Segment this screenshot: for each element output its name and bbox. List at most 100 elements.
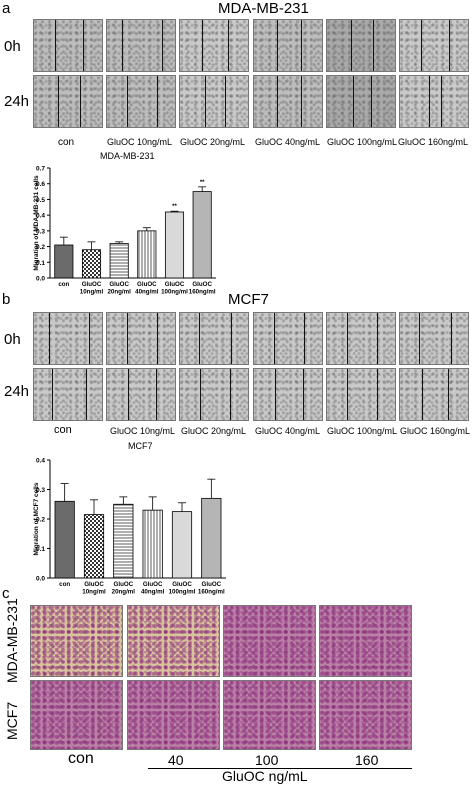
scratch-line [55, 20, 57, 71]
y-axis-label: Migration of MCF7 cells [33, 482, 40, 555]
x-tick-label: 20ng/ml [112, 589, 136, 596]
panel-a-sub-label: MDA-MB-231 [100, 151, 155, 161]
scratch-line [353, 76, 355, 127]
panel-c-axis-line [148, 768, 412, 769]
scratch-line [448, 369, 450, 420]
panel-a-image-0h-con [33, 19, 103, 72]
scratch-line [377, 369, 379, 420]
y-tick-label: 0.3 [36, 487, 45, 494]
bar [54, 244, 74, 279]
x-tick-label: GluOC [172, 581, 192, 588]
bar [164, 211, 185, 279]
panel-a-col-20: GluOC 20ng/mL [180, 137, 246, 147]
scratch-line [202, 20, 204, 71]
scratch-line [162, 20, 164, 71]
scratch-line [231, 313, 233, 364]
y-tick-label: 0.7 [36, 166, 45, 173]
panel-b-image-24h-20 [179, 368, 249, 421]
bar [113, 503, 134, 579]
panel-b-image-24h-10 [106, 368, 176, 421]
x-tick-label: 100ng/ml [169, 589, 196, 596]
x-tick-label: 160ng/ml [189, 289, 216, 296]
scratch-line [275, 369, 277, 420]
scratch-line [49, 313, 51, 364]
panel-c-image-mcf7-con [30, 680, 123, 750]
panel-a-image-0h-100 [326, 19, 396, 72]
y-tick-label: 0.2 [36, 244, 45, 251]
panel-a-col-100: GluOC 100ng/mL [327, 137, 398, 147]
scratch-line [199, 313, 201, 364]
scratch-line [451, 313, 453, 364]
panel-b-col-40: GluOC 40ng/mL [255, 426, 321, 436]
panel-a-image-24h-10 [106, 75, 176, 128]
scratch-line [230, 369, 232, 420]
panel-a-col-10: GluOC 10ng/mL [107, 137, 173, 147]
panel-b-bar-chart: 0.0 0.1 0.2 0.3 0.4 Migration of MCF7 cells co… [33, 458, 226, 596]
significance-label: ** [172, 204, 177, 210]
panel-a-image-24h-con [33, 75, 103, 128]
bar [137, 230, 157, 279]
panel-a-image-0h-40 [253, 19, 323, 72]
panel-b-col-100: GluOC 100ng/mL [327, 426, 398, 436]
panel-a-image-0h-20 [179, 19, 249, 72]
scratch-line [225, 76, 227, 127]
bar [81, 249, 102, 279]
bar [192, 191, 212, 279]
y-tick-label: 0.1 [36, 546, 45, 553]
scratch-line [373, 20, 375, 71]
bar [54, 500, 75, 579]
scratch-line [441, 76, 443, 127]
panel-b-title: MCF7 [228, 291, 269, 308]
panel-b-col-10: GluOC 10ng/mL [110, 426, 176, 436]
scratch-line [157, 76, 159, 127]
panel-c-col-100: 100 [255, 752, 279, 768]
panel-a-bar-chart: 0.0 0.1 0.2 0.3 0.4 0.5 0.6 0.7 Migration of MDA… [33, 166, 216, 296]
panel-a-col-con: con [58, 137, 75, 148]
scratch-line [303, 369, 305, 420]
panel-c-axis-label: GluOC ng/mL [222, 768, 308, 784]
scratch-line [429, 76, 431, 127]
panel-b-image-0h-20 [179, 312, 249, 365]
y-tick-label: 0.4 [36, 458, 45, 465]
y-tick-label: 0.2 [36, 517, 45, 524]
panel-c-col-40: 40 [168, 752, 184, 768]
bar [171, 511, 193, 579]
scratch-line [205, 76, 207, 127]
scratch-line [449, 20, 451, 71]
panel-c-row-mda: MDA-MB-231 [4, 598, 20, 683]
panel-c-image-mcf7-160 [319, 680, 412, 750]
y-tick-label: 0.1 [36, 260, 45, 267]
panel-b-image-0h-con [33, 312, 103, 365]
panel-c-image-mcf7-100 [223, 680, 316, 750]
panel-c-col-con: con [68, 750, 94, 767]
panel-c-image-mda-con [30, 605, 123, 677]
x-tick-label: GluOC [143, 581, 163, 588]
x-tick-label: 10ng/ml [82, 589, 106, 596]
panel-c-image-mda-160 [319, 605, 412, 677]
panel-a-title: MDA-MB-231 [218, 0, 309, 17]
scratch-line [128, 369, 130, 420]
panel-a-image-24h-40 [253, 75, 323, 128]
bar [109, 243, 129, 279]
panel-b-col-160: GluOC 160ng/mL [400, 426, 471, 436]
panel-b-image-24h-40 [253, 368, 323, 421]
panel-a-image-24h-160 [399, 75, 469, 128]
significance-label: ** [200, 180, 205, 186]
x-tick-label: GluOC [192, 281, 212, 288]
panel-b-letter: b [2, 291, 11, 308]
scratch-line [347, 369, 349, 420]
scratch-line [421, 20, 423, 71]
x-tick-label: 10ng/ml [80, 289, 104, 296]
x-tick-label: GluOC [114, 581, 134, 588]
scratch-line [58, 76, 60, 127]
scratch-line [228, 20, 230, 71]
panel-b-row-0h: 0h [4, 331, 21, 348]
x-tick-label: 20ng/ml [107, 289, 131, 296]
panel-c-image-mcf7-40 [127, 680, 220, 750]
x-tick-label: GluOC [165, 281, 185, 288]
x-tick-label: GluOC [137, 281, 157, 288]
x-tick-label: GluOC [202, 581, 222, 588]
scratch-line [127, 76, 129, 127]
panel-b-image-0h-10 [106, 312, 176, 365]
scratch-line [127, 313, 129, 364]
